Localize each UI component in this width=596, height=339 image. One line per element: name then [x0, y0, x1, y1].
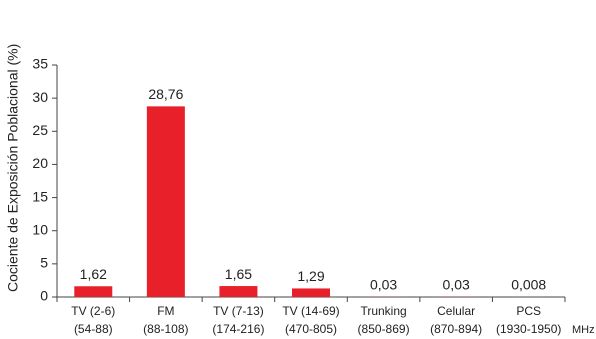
- x-tick-label: TV (7-13): [213, 304, 264, 318]
- x-tick-label: PCS: [516, 304, 541, 318]
- y-tick-label: 25: [32, 122, 48, 138]
- value-label: 0,03: [443, 277, 470, 293]
- x-axis-label: MHz: [572, 324, 595, 336]
- bar: [292, 288, 330, 297]
- x-tick-label: Trunking: [360, 304, 406, 318]
- bar: [74, 286, 113, 297]
- value-label: 1,62: [80, 266, 107, 282]
- y-axis-label: Cociente de Exposición Poblacional (%): [5, 44, 21, 292]
- x-tick-label: (870-894): [430, 322, 482, 336]
- x-tick-label: Celular: [437, 304, 475, 318]
- y-tick-label: 30: [32, 89, 48, 105]
- bar: [146, 106, 185, 297]
- x-tick-label: (1930-1950): [496, 322, 561, 336]
- x-tick-label: (54-88): [74, 322, 113, 336]
- x-tick-label: (88-108): [143, 322, 188, 336]
- y-tick-label: 35: [32, 56, 48, 72]
- value-label: 1,65: [225, 266, 252, 282]
- x-tick-label: FM: [157, 304, 174, 318]
- value-label: 1,29: [297, 268, 324, 284]
- y-tick-label: 0: [40, 288, 48, 304]
- y-tick-label: 20: [32, 155, 48, 171]
- value-label: 0,008: [511, 277, 546, 293]
- x-tick-label: TV (2-6): [71, 304, 115, 318]
- x-tick-label: (174-216): [212, 322, 264, 336]
- x-tick-label: (470-805): [285, 322, 337, 336]
- value-label: 28,76: [148, 86, 183, 102]
- value-label: 0,03: [370, 277, 397, 293]
- x-tick-label: (850-869): [358, 322, 410, 336]
- bar: [219, 286, 258, 297]
- y-tick-label: 10: [32, 221, 48, 237]
- y-tick-label: 15: [32, 188, 48, 204]
- y-tick-label: 5: [40, 255, 48, 271]
- x-tick-label: TV (14-69): [282, 304, 339, 318]
